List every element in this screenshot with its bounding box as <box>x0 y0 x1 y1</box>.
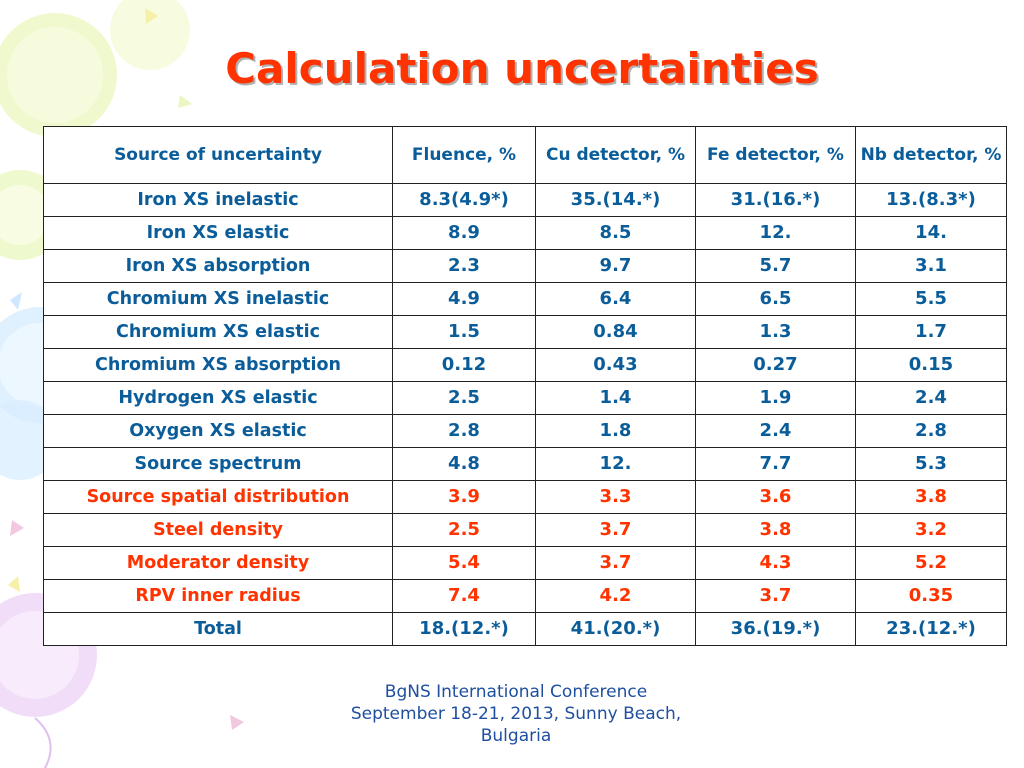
table-row: Steel density 2.5 3.7 3.8 3.2 <box>43 513 1007 547</box>
table-total-row: Total 18.(12.*) 41.(20.*) 36.(19.*) 23.(… <box>43 612 1007 646</box>
fe-cell: 3.8 <box>695 513 856 547</box>
source-cell: Oxygen XS elastic <box>43 414 393 448</box>
source-cell: Chromium XS absorption <box>43 348 393 382</box>
cu-cell: 41.(20.*) <box>535 612 696 646</box>
table-header-row: Source of uncertainty Fluence, % Cu dete… <box>43 126 1007 184</box>
table-row: Hydrogen XS elastic 2.5 1.4 1.9 2.4 <box>43 381 1007 415</box>
fluence-cell: 0.12 <box>392 348 536 382</box>
uncertainty-table: Source of uncertainty Fluence, % Cu dete… <box>43 126 1007 646</box>
fe-cell: 1.3 <box>695 315 856 349</box>
conference-footer: BgNS International Conference September … <box>300 681 732 747</box>
cu-cell: 0.43 <box>535 348 696 382</box>
fluence-cell: 3.9 <box>392 480 536 514</box>
source-cell: Total <box>43 612 393 646</box>
cu-cell: 6.4 <box>535 282 696 316</box>
cu-cell: 9.7 <box>535 249 696 283</box>
nb-cell: 13.(8.3*) <box>855 183 1007 217</box>
fe-cell: 31.(16.*) <box>695 183 856 217</box>
table-row: Moderator density 5.4 3.7 4.3 5.2 <box>43 546 1007 580</box>
cu-cell: 1.4 <box>535 381 696 415</box>
nb-cell: 5.2 <box>855 546 1007 580</box>
header-fe-detector: Fe detector, % <box>695 126 856 184</box>
cu-cell: 0.84 <box>535 315 696 349</box>
fluence-cell: 1.5 <box>392 315 536 349</box>
nb-cell: 3.1 <box>855 249 1007 283</box>
fe-cell: 3.7 <box>695 579 856 613</box>
fe-cell: 0.27 <box>695 348 856 382</box>
cu-cell: 4.2 <box>535 579 696 613</box>
cu-cell: 1.8 <box>535 414 696 448</box>
uncertainty-table-container: Source of uncertainty Fluence, % Cu dete… <box>43 126 1007 646</box>
nb-cell: 5.3 <box>855 447 1007 481</box>
fluence-cell: 2.8 <box>392 414 536 448</box>
table-row: Chromium XS inelastic 4.9 6.4 6.5 5.5 <box>43 282 1007 316</box>
fe-cell: 2.4 <box>695 414 856 448</box>
cu-cell: 35.(14.*) <box>535 183 696 217</box>
fluence-cell: 8.9 <box>392 216 536 250</box>
source-cell: Iron XS inelastic <box>43 183 393 217</box>
nb-cell: 0.15 <box>855 348 1007 382</box>
source-cell: RPV inner radius <box>43 579 393 613</box>
table-row: Source spatial distribution 3.9 3.3 3.6 … <box>43 480 1007 514</box>
source-cell: Chromium XS inelastic <box>43 282 393 316</box>
source-cell: Source spectrum <box>43 447 393 481</box>
fluence-cell: 18.(12.*) <box>392 612 536 646</box>
cu-cell: 12. <box>535 447 696 481</box>
fluence-cell: 2.5 <box>392 381 536 415</box>
footer-line-2: September 18-21, 2013, Sunny Beach, <box>350 704 682 724</box>
source-cell: Steel density <box>43 513 393 547</box>
table-row: Iron XS absorption 2.3 9.7 5.7 3.1 <box>43 249 1007 283</box>
fe-cell: 1.9 <box>695 381 856 415</box>
source-cell: Iron XS elastic <box>43 216 393 250</box>
table-row: Source spectrum 4.8 12. 7.7 5.3 <box>43 447 1007 481</box>
fe-cell: 36.(19.*) <box>695 612 856 646</box>
slide-title: Calculation uncertainties <box>225 44 819 93</box>
footer-line-3: Bulgaria <box>480 726 552 746</box>
nb-cell: 1.7 <box>855 315 1007 349</box>
fe-cell: 6.5 <box>695 282 856 316</box>
cu-cell: 3.7 <box>535 546 696 580</box>
table-row: Iron XS elastic 8.9 8.5 12. 14. <box>43 216 1007 250</box>
header-cu-detector: Cu detector, % <box>535 126 696 184</box>
nb-cell: 2.4 <box>855 381 1007 415</box>
source-cell: Source spatial distribution <box>43 480 393 514</box>
fluence-cell: 2.5 <box>392 513 536 547</box>
table-row: Chromium XS elastic 1.5 0.84 1.3 1.7 <box>43 315 1007 349</box>
fe-cell: 5.7 <box>695 249 856 283</box>
fluence-cell: 4.8 <box>392 447 536 481</box>
source-cell: Hydrogen XS elastic <box>43 381 393 415</box>
fe-cell: 12. <box>695 216 856 250</box>
fe-cell: 4.3 <box>695 546 856 580</box>
table-row: RPV inner radius 7.4 4.2 3.7 0.35 <box>43 579 1007 613</box>
fluence-cell: 4.9 <box>392 282 536 316</box>
header-nb-detector: Nb detector, % <box>855 126 1007 184</box>
source-cell: Iron XS absorption <box>43 249 393 283</box>
nb-cell: 23.(12.*) <box>855 612 1007 646</box>
fluence-cell: 7.4 <box>392 579 536 613</box>
header-source: Source of uncertainty <box>43 126 393 184</box>
nb-cell: 3.8 <box>855 480 1007 514</box>
header-fluence: Fluence, % <box>392 126 536 184</box>
fluence-cell: 2.3 <box>392 249 536 283</box>
source-cell: Chromium XS elastic <box>43 315 393 349</box>
nb-cell: 5.5 <box>855 282 1007 316</box>
fluence-cell: 5.4 <box>392 546 536 580</box>
cu-cell: 3.3 <box>535 480 696 514</box>
cu-cell: 8.5 <box>535 216 696 250</box>
cu-cell: 3.7 <box>535 513 696 547</box>
nb-cell: 3.2 <box>855 513 1007 547</box>
table-row: Chromium XS absorption 0.12 0.43 0.27 0.… <box>43 348 1007 382</box>
table-row: Oxygen XS elastic 2.8 1.8 2.4 2.8 <box>43 414 1007 448</box>
fe-cell: 3.6 <box>695 480 856 514</box>
fe-cell: 7.7 <box>695 447 856 481</box>
nb-cell: 14. <box>855 216 1007 250</box>
source-cell: Moderator density <box>43 546 393 580</box>
table-row: Iron XS inelastic 8.3(4.9*) 35.(14.*) 31… <box>43 183 1007 217</box>
nb-cell: 2.8 <box>855 414 1007 448</box>
footer-line-1: BgNS International Conference <box>384 682 648 702</box>
fluence-cell: 8.3(4.9*) <box>392 183 536 217</box>
nb-cell: 0.35 <box>855 579 1007 613</box>
